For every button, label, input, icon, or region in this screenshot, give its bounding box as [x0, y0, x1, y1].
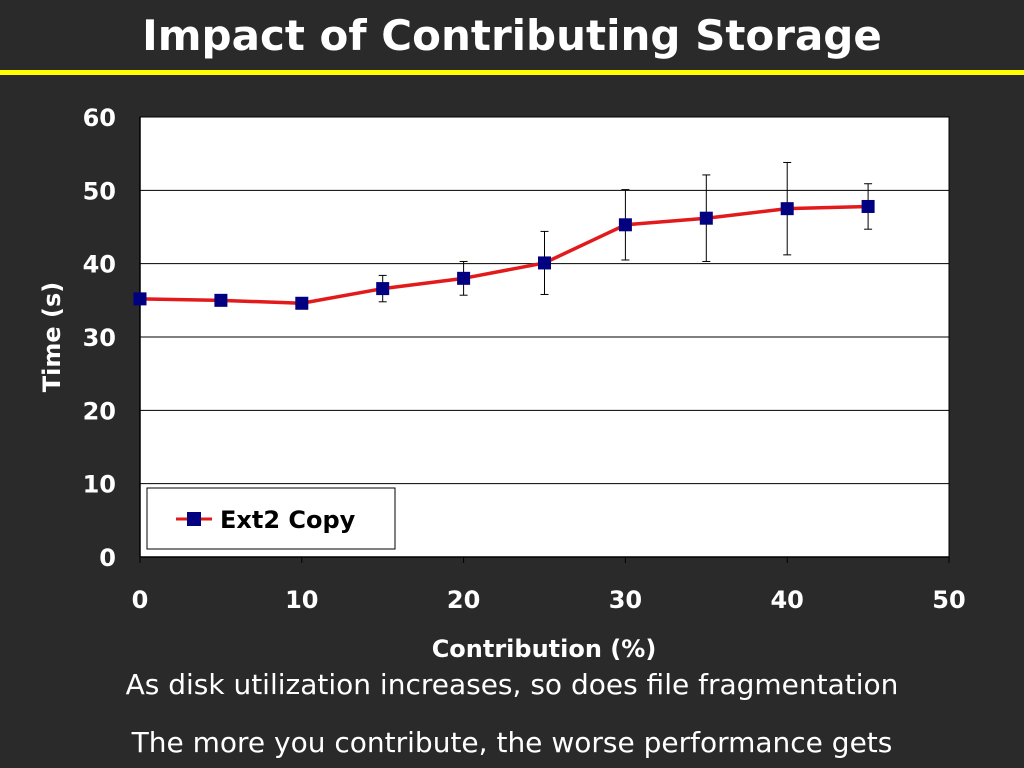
x-tick-label-30: 30 [609, 586, 642, 614]
y-tick-label-0: 0 [99, 544, 116, 572]
slide-title: Impact of Contributing Storage [142, 11, 882, 60]
legend: Ext2 Copy [146, 487, 396, 550]
data-point-2 [295, 296, 309, 310]
x-tick-labels: 0 10 20 30 40 50 [132, 586, 966, 614]
x-tick-label-50: 50 [932, 586, 965, 614]
y-tick-label-50: 50 [83, 177, 116, 205]
legend-label: Ext2 Copy [220, 506, 356, 534]
x-tick-label-40: 40 [770, 586, 803, 614]
y-tick-label-10: 10 [83, 471, 116, 499]
y-tick-labels: 0 10 20 30 40 50 60 [83, 104, 116, 572]
bullet-point-2: The more you contribute, the worse perfo… [131, 726, 893, 759]
y-tick-label-20: 20 [83, 397, 116, 425]
x-axis-title: Contribution (%) [432, 635, 657, 663]
data-point-8 [780, 202, 794, 216]
series-line [139, 204, 869, 306]
y-tick-label-30: 30 [83, 324, 116, 352]
data-point-3 [376, 282, 390, 296]
x-tick-label-0: 0 [132, 586, 149, 614]
x-tick-label-20: 20 [447, 586, 480, 614]
data-point-9 [861, 199, 875, 213]
data-point-1 [214, 293, 228, 307]
data-point-4 [457, 271, 471, 285]
y-tick-label-40: 40 [83, 251, 116, 279]
data-point-6 [618, 218, 632, 232]
title-underline [0, 70, 1024, 75]
x-tick-label-10: 10 [285, 586, 318, 614]
y-tick-label-60: 60 [83, 104, 116, 132]
series-ext2-copy [133, 199, 875, 310]
data-point-7 [699, 211, 713, 225]
legend-marker-swatch [187, 512, 201, 526]
data-point-0 [133, 292, 147, 306]
y-axis-title: Time (s) [38, 282, 66, 392]
gridlines [140, 116, 949, 485]
axes [139, 117, 950, 563]
data-point-5 [538, 256, 551, 270]
bullet-point-1: As disk utilization increases, so does f… [125, 668, 899, 701]
